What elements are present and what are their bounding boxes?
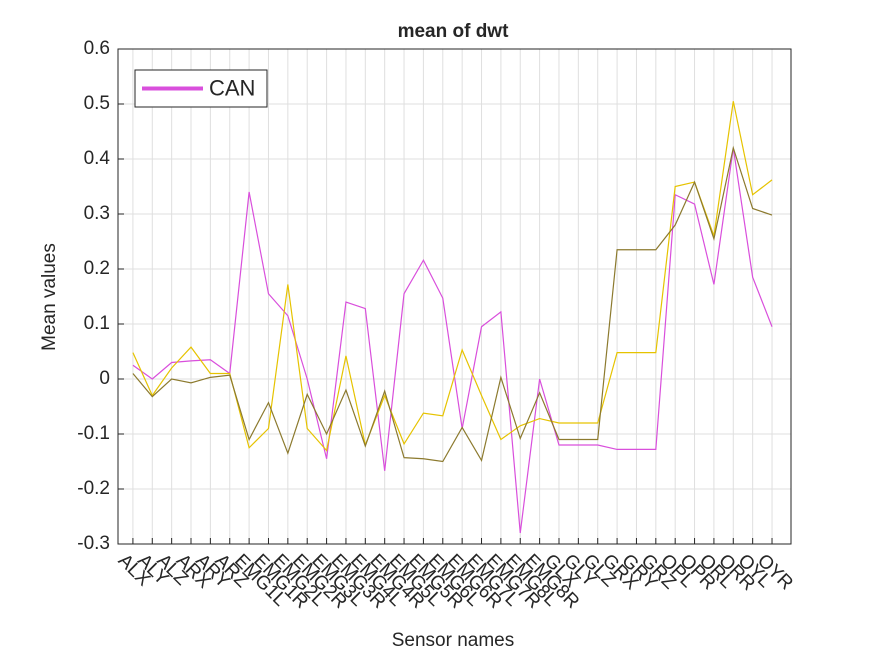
y-tick-label: 0.5 bbox=[84, 93, 110, 114]
y-tick-label: 0.6 bbox=[84, 38, 110, 59]
y-tick-label: 0.3 bbox=[84, 203, 110, 224]
y-tick-label: 0.4 bbox=[84, 148, 111, 169]
y-tick-label: -0.3 bbox=[77, 533, 110, 554]
line bbox=[132, 145, 773, 463]
axes-box bbox=[117, 48, 792, 545]
line bbox=[132, 101, 773, 452]
y-tick-label: 0 bbox=[99, 368, 110, 389]
y-tick-label: 0.1 bbox=[84, 313, 110, 334]
plot-area bbox=[118, 49, 791, 544]
y-tick-label: -0.1 bbox=[77, 423, 110, 444]
y-tick-label: -0.2 bbox=[77, 478, 110, 499]
x-axis-label: Sensor names bbox=[392, 630, 515, 651]
legend-label: CAN bbox=[209, 75, 255, 100]
y-axis-label: Mean values bbox=[39, 243, 60, 351]
line bbox=[132, 147, 773, 534]
chart-title: mean of dwt bbox=[398, 21, 510, 42]
y-tick-label: 0.2 bbox=[84, 258, 110, 279]
